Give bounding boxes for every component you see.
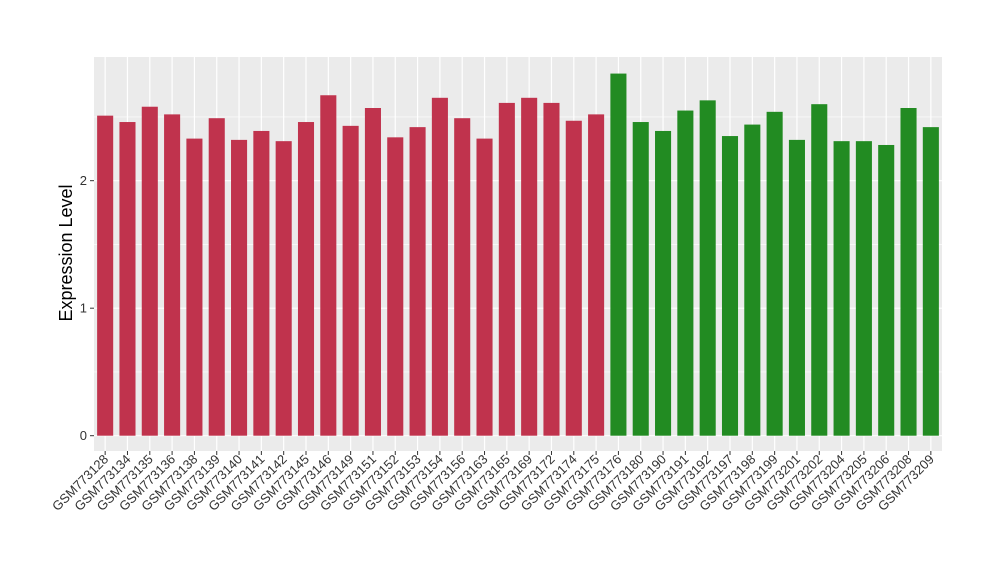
bar-GSM773145: [297, 122, 315, 436]
bar-GSM773192: [699, 100, 716, 436]
x-axis: GSM773128GSM773134GSM773135GSM773136GSM7…: [49, 451, 937, 514]
bar-GSM773135: [141, 106, 158, 436]
y-axis-title: Expression Level: [56, 184, 76, 321]
bar-GSM773175: [588, 114, 605, 436]
bar-GSM773138: [186, 138, 203, 436]
bar-GSM773209: [922, 127, 939, 436]
y-axis: 0 1 2: [80, 173, 94, 443]
bar-GSM773142: [275, 141, 292, 436]
bar-GSM773153: [409, 127, 426, 436]
bar-GSM773172: [543, 102, 560, 436]
bar-GSM773198: [744, 124, 761, 436]
bar-GSM773154: [431, 97, 448, 436]
bar-GSM773202: [811, 104, 828, 436]
bar-GSM773206: [878, 144, 895, 436]
bars: [97, 73, 939, 436]
bar-GSM773204: [833, 141, 850, 436]
bar-GSM773152: [387, 137, 404, 436]
bar-GSM773191: [677, 110, 694, 436]
bar-GSM773208: [900, 108, 917, 436]
bar-GSM773205: [855, 141, 872, 436]
bar-GSM773139: [208, 118, 225, 436]
bar-GSM773190: [655, 130, 672, 436]
bar-GSM773156: [454, 118, 471, 436]
bar-GSM773146: [320, 95, 337, 436]
bar-GSM773169: [521, 97, 538, 436]
bar-GSM773199: [766, 111, 783, 436]
bar-GSM773201: [788, 139, 805, 436]
bar-GSM773149: [342, 125, 359, 436]
bar-GSM773176: [610, 73, 627, 436]
bar-GSM773163: [476, 138, 493, 436]
bar-GSM773141: [253, 130, 270, 436]
bar-GSM773134: [119, 122, 136, 436]
bar-GSM773151: [364, 108, 381, 436]
y-tick-label: 0: [80, 428, 87, 443]
bar-GSM773197: [721, 136, 739, 436]
bar-GSM773180: [632, 122, 649, 436]
bar-GSM773136: [164, 114, 181, 436]
bar-GSM773128: [97, 115, 114, 436]
bar-GSM773140: [231, 139, 248, 436]
y-tick-label: 1: [80, 301, 87, 316]
bar-GSM773174: [565, 120, 582, 436]
y-tick-label: 2: [80, 173, 87, 188]
bar-GSM773165: [498, 102, 515, 436]
